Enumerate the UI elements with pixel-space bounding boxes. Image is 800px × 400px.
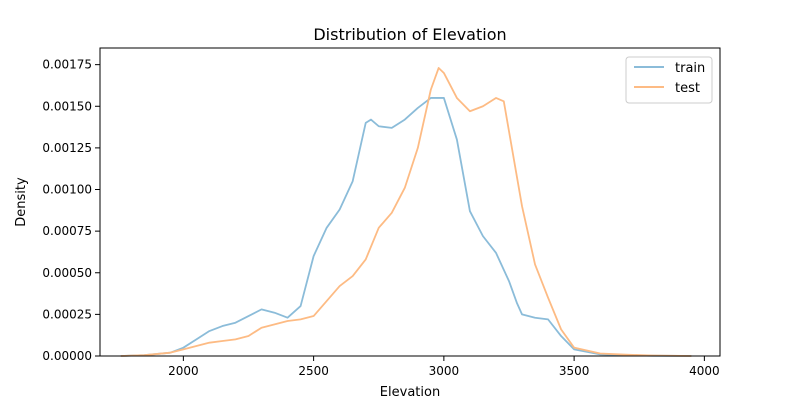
legend-label-test: test bbox=[675, 81, 700, 96]
y-tick-label: 0.00050 bbox=[42, 266, 92, 280]
y-tick-label: 0.00125 bbox=[42, 141, 92, 155]
x-tick-label: 2500 bbox=[298, 364, 329, 378]
y-tick-label: 0.00075 bbox=[42, 224, 92, 238]
plot-frame bbox=[99, 47, 721, 357]
legend: train test bbox=[625, 56, 713, 104]
y-axis-label: Density bbox=[14, 177, 29, 227]
y-tick-label: 0.00150 bbox=[42, 99, 92, 113]
x-axis-label: Elevation bbox=[380, 385, 440, 400]
x-tick-label: 3000 bbox=[429, 364, 460, 378]
plot-area bbox=[120, 67, 692, 357]
y-axis: 0.00000 0.00025 0.00050 0.00075 0.00100 0.001… bbox=[42, 58, 100, 363]
series-line-train bbox=[120, 97, 692, 357]
chart-title: Distribution of Elevation bbox=[313, 25, 506, 44]
x-tick-label: 4000 bbox=[689, 364, 720, 378]
y-tick-label: 0.00100 bbox=[42, 183, 92, 197]
y-tick-label: 0.00175 bbox=[42, 58, 92, 72]
legend-box bbox=[625, 56, 713, 104]
x-axis: 2000 2500 3000 3500 4000 bbox=[168, 356, 720, 378]
y-tick-label: 0.00000 bbox=[42, 349, 92, 363]
series-line-test bbox=[120, 67, 692, 357]
x-tick-label: 2000 bbox=[168, 364, 199, 378]
y-tick-label: 0.00025 bbox=[42, 307, 92, 321]
legend-label-train: train bbox=[675, 61, 705, 76]
x-tick-label: 3500 bbox=[559, 364, 590, 378]
